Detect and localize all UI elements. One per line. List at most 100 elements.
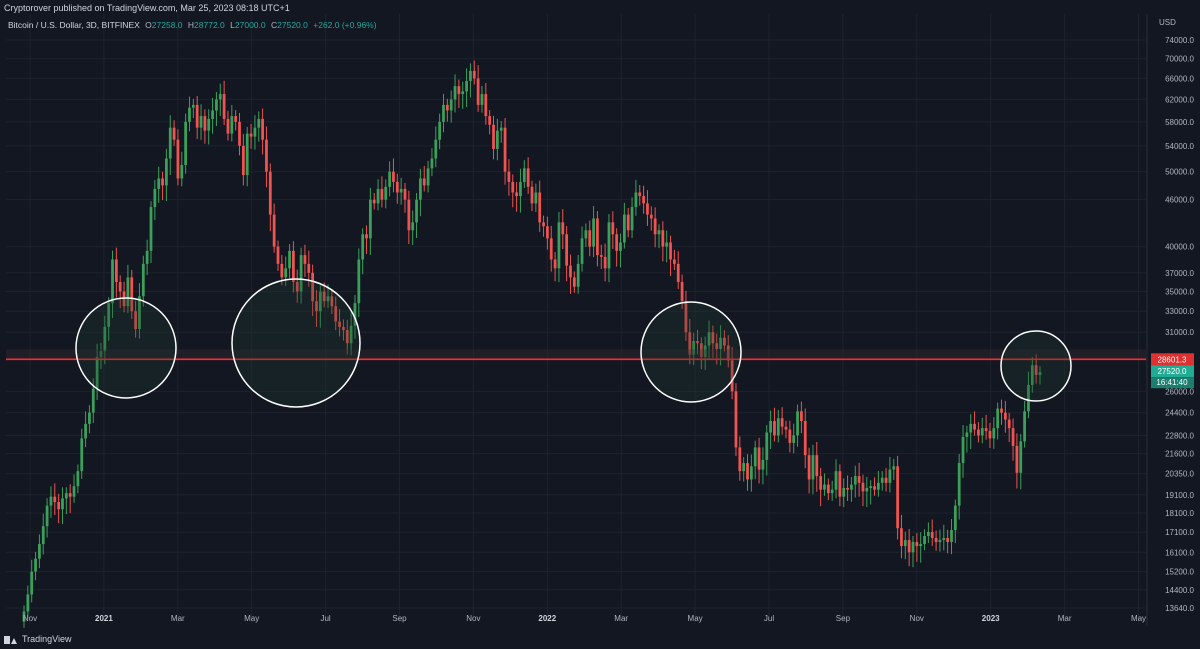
candle-body (965, 432, 969, 437)
candle-body (307, 263, 311, 273)
candle-body (969, 423, 973, 433)
candle-body (838, 471, 842, 497)
candle-body (788, 429, 792, 443)
candle-body (430, 158, 434, 169)
candle-body (361, 234, 365, 260)
candle-body (268, 171, 272, 215)
candle-body (561, 222, 565, 235)
candle-body (218, 94, 222, 100)
candle-body (538, 192, 542, 223)
highlight-circle (75, 297, 177, 399)
candle-body (996, 408, 1000, 429)
candle-body (1003, 412, 1007, 420)
candle-body (168, 127, 172, 159)
open-value: 27258.0 (151, 20, 183, 30)
y-tick-label: 37000.0 (1165, 269, 1194, 278)
candle-body (876, 482, 880, 490)
candle-body (495, 130, 499, 149)
candle-body (434, 139, 438, 159)
last-price-badge (1151, 365, 1194, 378)
candle-body (865, 487, 869, 492)
y-tick-label: 14400.0 (1165, 586, 1194, 595)
last-price-label: 27520.0 (1158, 367, 1187, 376)
candle-body (803, 421, 807, 456)
y-tick-label: 40000.0 (1165, 243, 1194, 252)
y-tick-label: 74000.0 (1165, 36, 1194, 45)
candle-body (526, 168, 530, 187)
change-value: +262.0 (+0.96%) (313, 20, 377, 30)
candle-body (565, 234, 569, 266)
candle-body (615, 234, 619, 251)
candle-body (357, 259, 361, 304)
candle-body (265, 139, 268, 172)
candle-body (438, 121, 442, 140)
candle-body (380, 188, 384, 200)
close-value: 27520.0 (277, 20, 308, 30)
open-label: O (145, 20, 152, 30)
candle-body (830, 489, 834, 494)
candle-body (272, 214, 276, 247)
candle-body (318, 291, 322, 312)
candle-body (130, 277, 134, 312)
high-value: 28772.0 (194, 20, 225, 30)
footer-brand[interactable]: TradingView (4, 634, 72, 644)
candle-body (153, 188, 157, 208)
candle-body (315, 301, 318, 312)
candle-body (603, 256, 607, 269)
candle-body (580, 238, 584, 264)
candle-body (288, 250, 291, 269)
candle-body (257, 118, 261, 128)
candle-body (422, 178, 426, 186)
candle-body (707, 332, 711, 346)
close-label: C (271, 20, 278, 30)
candle-body (399, 188, 403, 193)
x-tick-label: May (244, 614, 259, 623)
y-tick-label: 70000.0 (1165, 55, 1194, 64)
candle-body (773, 421, 776, 436)
candle-body (453, 86, 457, 100)
y-tick-label: 58000.0 (1165, 118, 1194, 127)
candle-body (30, 571, 34, 595)
candle-body (292, 250, 295, 283)
candle-body (530, 186, 534, 204)
candle-body (457, 86, 461, 95)
candle-body (661, 230, 665, 247)
candle-body (449, 99, 453, 111)
candle-body (946, 538, 950, 543)
candle-body (84, 423, 87, 439)
candle-body (184, 121, 188, 166)
candle-body (826, 484, 830, 494)
x-tick-label: 2023 (982, 614, 1000, 623)
candle-body (557, 222, 561, 269)
candle-body (711, 332, 715, 344)
candle-body (596, 218, 599, 256)
candle-body (923, 536, 926, 545)
candle-body (1038, 372, 1042, 375)
candle-body (807, 455, 811, 480)
resistance-zone (6, 349, 1146, 360)
candle-body (549, 238, 553, 260)
candle-body (80, 438, 84, 472)
y-tick-label: 13640.0 (1165, 604, 1194, 613)
candle-body (765, 432, 769, 460)
candle-body (176, 139, 180, 179)
candle-body (249, 133, 253, 137)
candle-body (284, 268, 288, 278)
candle-body (215, 99, 218, 111)
price-axis: USD 74000.0 70000.0 66000.0 62000.0 58000.0 54… (1146, 0, 1200, 649)
x-tick-label: Nov (466, 614, 480, 623)
candle-body (607, 222, 611, 269)
candle-body (415, 199, 418, 223)
candle-body (649, 214, 653, 219)
candle-body (1015, 445, 1019, 473)
candle-body (384, 186, 388, 200)
candle-body (34, 558, 37, 572)
candle-body (742, 463, 746, 472)
candle-body (280, 263, 284, 278)
candle-body (368, 199, 372, 239)
candle-body (211, 110, 214, 119)
candle-body (57, 502, 61, 510)
x-tick-label: Jul (764, 614, 774, 623)
candle-body (1019, 441, 1023, 473)
